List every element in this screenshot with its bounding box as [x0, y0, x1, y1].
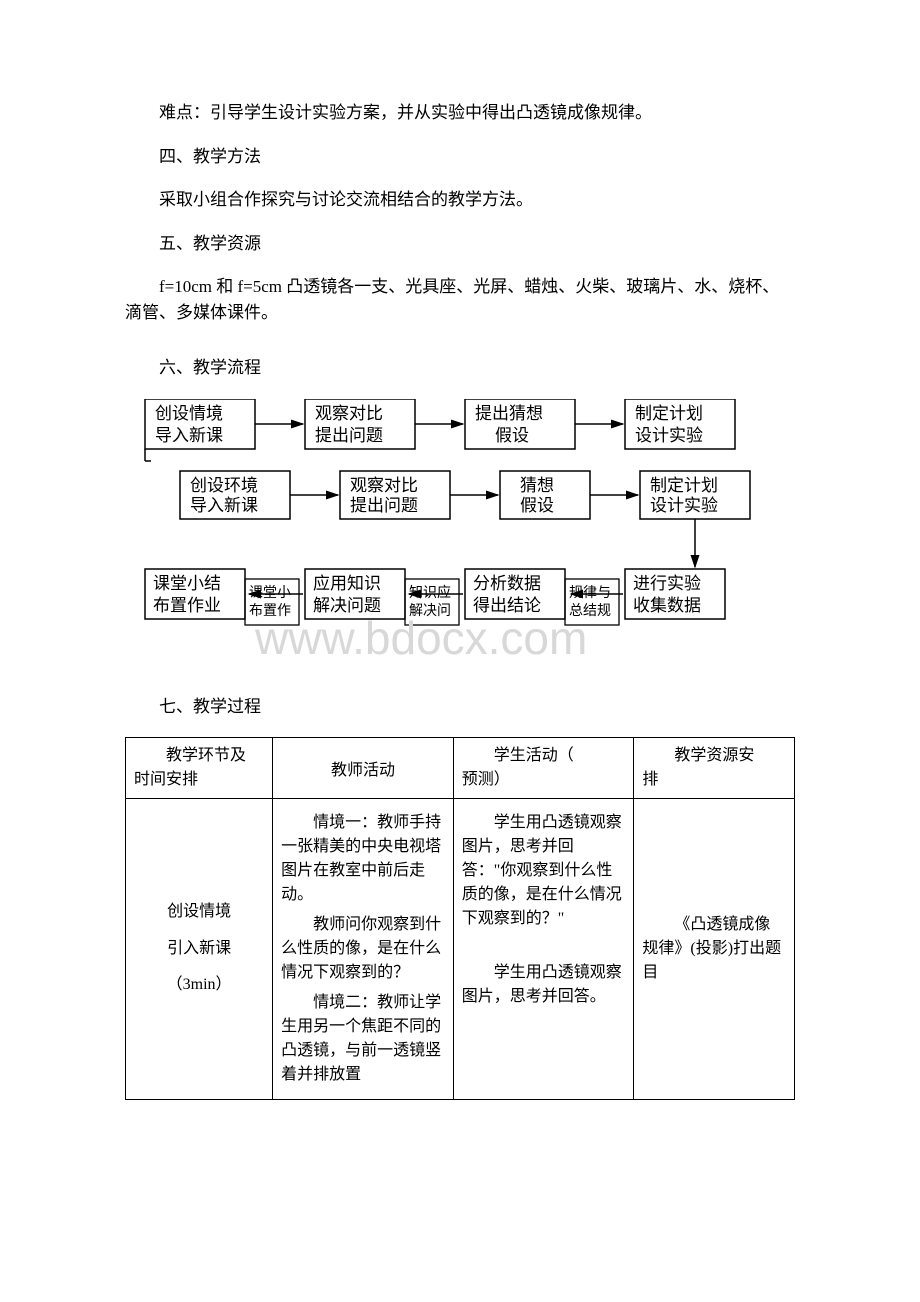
paragraph-method: 采取小组合作探究与讨论交流相结合的教学方法。	[125, 187, 795, 213]
th-teacher: 教师活动	[273, 738, 454, 799]
th-resource-l2: 排	[642, 768, 786, 792]
cell-student-p1: 学生用凸透镜观察图片，思考并回答："你观察到什么性质的像，是在什么情况下观察到的…	[462, 811, 626, 931]
flow-r3-b2-l1: 应用知识	[313, 574, 381, 593]
flow-r3-m3-l1: 规律与	[569, 585, 611, 601]
flow-r2-b4-l1: 制定计划	[650, 476, 718, 495]
flow-r2-b1-l2: 导入新课	[190, 496, 258, 515]
flow-r3-b1-l2: 布置作业	[153, 596, 221, 615]
cell-resource: 《凸透镜成像规律》(投影)打出题目	[634, 799, 795, 1100]
paragraph-resources: f=10cm 和 f=5cm 凸透镜各一支、光具座、光屏、蜡烛、火柴、玻璃片、水…	[125, 274, 795, 325]
flow-r2-b2-l2: 提出问题	[350, 496, 418, 515]
flow-r1-b4-l2: 设计实验	[635, 426, 703, 445]
table-row: 创设情境 引入新课 （3min） 情境一：教师手持一张精美的中央电视塔图片在教室…	[126, 799, 795, 1100]
cell-teacher-p2: 教师问你观察到什么性质的像，是在什么情况下观察到的？	[281, 913, 445, 985]
flow-r1-b3-l2: 假设	[495, 426, 529, 445]
flow-r2-b3-l2: 假设	[520, 496, 554, 515]
cell-teacher-p3: 情境二：教师让学生用另一个焦距不同的凸透镜，与前一透镜竖着并排放置	[281, 991, 445, 1087]
flow-r1-b2-l2: 提出问题	[315, 426, 383, 445]
heading-resources: 五、教学资源	[125, 231, 795, 257]
th-stage-l2: 时间安排	[134, 768, 264, 792]
cell-student-p2: 学生用凸透镜观察图片，思考并回答。	[462, 961, 626, 1009]
flow-r2-b2-l1: 观察对比	[350, 476, 418, 495]
flow-r2-b4-l2: 设计实验	[650, 496, 718, 515]
table-header-row: 教学环节及 时间安排 教师活动 学生活动（ 预测） 教学资源安 排	[126, 738, 795, 799]
document-page: 难点：引导学生设计实验方案，并从实验中得出凸透镜成像规律。 四、教学方法 采取小…	[0, 0, 920, 1160]
flow-row1: 创设情境 导入新课 观察对比 提出问题 提出猜想 假设 制定计划 设计实验	[145, 399, 735, 449]
flow-r1-b1-l2: 导入新课	[155, 426, 223, 445]
flowchart: 创设情境 导入新课 观察对比 提出问题 提出猜想 假设 制定计划 设计实验	[125, 399, 795, 664]
cell-stage-l2: 引入新课	[167, 940, 231, 957]
th-student: 学生活动（ 预测）	[453, 738, 634, 799]
cell-teacher-p1: 情境一：教师手持一张精美的中央电视塔图片在教室中前后走动。	[281, 811, 445, 907]
paragraph-difficulty: 难点：引导学生设计实验方案，并从实验中得出凸透镜成像规律。	[125, 100, 795, 126]
heading-flow: 六、教学流程	[125, 355, 795, 381]
cell-resource-p: 《凸透镜成像规律》(投影)打出题目	[642, 913, 786, 985]
flow-r3-m2-l1: 知识应	[409, 584, 451, 601]
th-stage: 教学环节及 时间安排	[126, 738, 273, 799]
flowchart-svg: 创设情境 导入新课 观察对比 提出问题 提出猜想 假设 制定计划 设计实验	[125, 399, 805, 659]
flow-r3-b4-l1: 进行实验	[633, 574, 701, 593]
cell-stage: 创设情境 引入新课 （3min）	[126, 799, 273, 1100]
heading-process: 七、教学过程	[125, 694, 795, 720]
heading-method: 四、教学方法	[125, 144, 795, 170]
flow-r2-b3-l1: 猜想	[520, 476, 554, 495]
th-resource: 教学资源安 排	[634, 738, 795, 799]
watermark-text: www.bdocx.com	[254, 612, 587, 659]
cell-teacher: 情境一：教师手持一张精美的中央电视塔图片在教室中前后走动。 教师问你观察到什么性…	[273, 799, 454, 1100]
flow-r1-b3-l1: 提出猜想	[475, 404, 543, 423]
th-student-l1: 学生活动（	[494, 747, 574, 764]
flow-r1-b2-l1: 观察对比	[315, 404, 383, 423]
flow-r3-b4-l2: 收集数据	[633, 596, 701, 615]
flow-r3-m1-l1: 课堂小	[249, 585, 291, 601]
process-table: 教学环节及 时间安排 教师活动 学生活动（ 预测） 教学资源安 排	[125, 737, 795, 1100]
th-stage-l1: 教学环节及	[166, 747, 246, 764]
cell-stage-l1: 创设情境	[167, 903, 231, 920]
cell-student: 学生用凸透镜观察图片，思考并回答："你观察到什么性质的像，是在什么情况下观察到的…	[453, 799, 634, 1100]
flow-row2: 创设环境 导入新课 观察对比 提出问题 猜想 假设 制定计划 设计实验	[180, 471, 750, 519]
flow-r1-b1-l1: 创设情境	[155, 404, 223, 423]
th-resource-l1: 教学资源安	[674, 747, 754, 764]
flow-r3-b1-l1: 课堂小结	[153, 574, 221, 593]
cell-stage-l3: （3min）	[167, 976, 232, 993]
th-student-l2: 预测）	[462, 768, 626, 792]
flow-r3-b3-l1: 分析数据	[473, 574, 541, 593]
flow-r1-b4-l1: 制定计划	[635, 404, 703, 423]
flow-r2-b1-l1: 创设环境	[190, 476, 258, 495]
